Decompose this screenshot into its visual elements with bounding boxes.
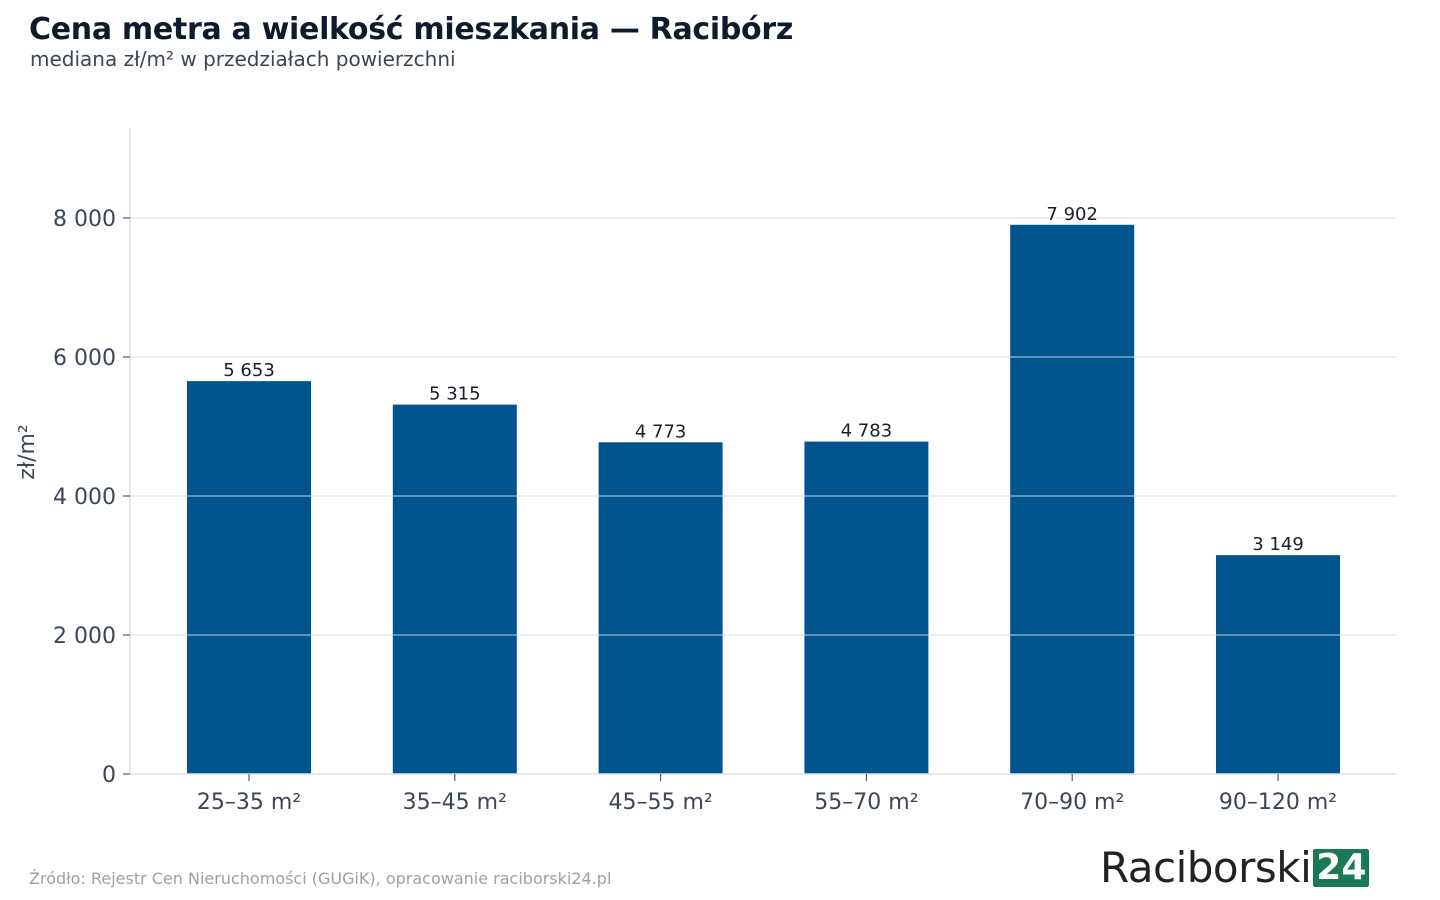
chart-subtitle: mediana zł/m² w przedziałach powierzchni — [30, 47, 456, 71]
x-tick-label: 55–70 m² — [814, 790, 918, 815]
bar — [804, 441, 929, 774]
y-tick-label: 4 000 — [53, 485, 116, 510]
chart-title: Cena metra a wielkość mieszkania — Racib… — [29, 12, 794, 47]
x-tick-label: 90–120 m² — [1219, 790, 1337, 815]
bars — [187, 224, 1340, 774]
logo-badge: 24 — [1313, 849, 1370, 887]
bar — [392, 404, 517, 774]
y-tick-label: 2 000 — [53, 624, 116, 649]
x-tick-label: 45–55 m² — [608, 790, 712, 815]
x-tick-label: 70–90 m² — [1020, 790, 1124, 815]
raciborski24-logo: Raciborski 24 — [1100, 843, 1370, 892]
bar — [1216, 555, 1340, 774]
logo-text: Raciborski — [1100, 843, 1312, 892]
x-tick-label: 35–45 m² — [403, 790, 507, 815]
bar-value-label: 4 773 — [635, 421, 687, 442]
gridlines-overlay — [130, 217, 1397, 636]
bar-value-label: 4 783 — [841, 421, 893, 442]
bar-value-label: 3 149 — [1252, 534, 1304, 555]
bar — [598, 442, 723, 774]
y-tick-label: 6 000 — [53, 346, 116, 371]
axes — [123, 127, 1397, 781]
y-tick-label: 0 — [102, 763, 116, 788]
bar — [187, 381, 311, 774]
x-tick-label: 25–35 m² — [197, 790, 301, 815]
bar-value-label: 7 902 — [1046, 204, 1098, 225]
bar-value-label: 5 315 — [429, 384, 481, 405]
labels: 0 2 000 4 000 6 000 8 000 zł/m² 5 653 25–35 m² 5… — [15, 204, 1337, 815]
bar-value-label: 5 653 — [223, 360, 275, 381]
bar — [1010, 224, 1135, 774]
y-tick-label: 8 000 — [53, 207, 116, 232]
gridlines — [130, 217, 1397, 636]
y-axis-label: zł/m² — [15, 424, 40, 479]
source-note: Źródło: Rejestr Cen Nieruchomości (GUGiK… — [29, 869, 612, 888]
